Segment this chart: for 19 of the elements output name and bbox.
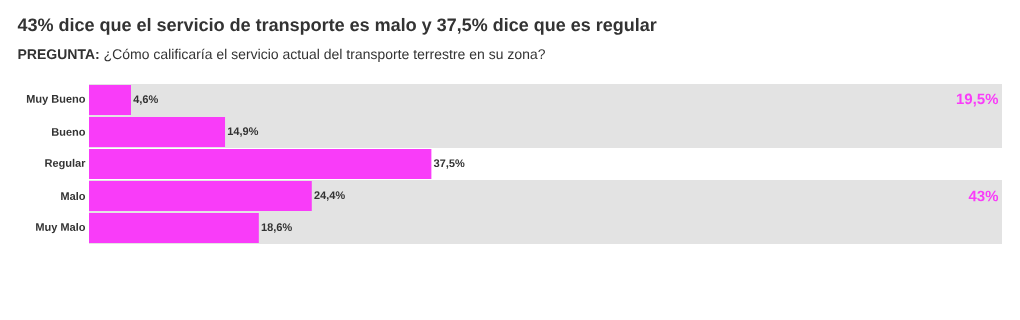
y-tick-label: Muy Malo: [36, 222, 86, 234]
bar: [89, 84, 131, 116]
bar: [89, 148, 432, 180]
data-label: 24,4%: [314, 191, 345, 201]
bar: [89, 116, 226, 148]
y-tick-label: Regular: [45, 158, 86, 170]
chart-title: 43% dice que el servicio de transporte es malo y 37,5% dice que es regular: [17, 17, 657, 35]
y-tick-label: Malo: [61, 191, 86, 201]
bar: [89, 212, 259, 244]
data-label: 37,5%: [433, 159, 465, 169]
chart-subtitle: PREGUNTA: ¿Cómo calificaría el servicio actual del transporte terrestre en su zona?: [18, 48, 545, 62]
data-label: 18,6%: [261, 223, 292, 233]
y-tick-label: Bueno: [52, 128, 86, 136]
band-label: 43%: [968, 190, 999, 202]
bar: [89, 180, 312, 212]
band-label: 19,5%: [956, 93, 999, 107]
y-tick-label: Muy Bueno: [26, 95, 86, 105]
data-label: 14,9%: [227, 127, 259, 137]
data-label: 4,6%: [133, 95, 158, 105]
